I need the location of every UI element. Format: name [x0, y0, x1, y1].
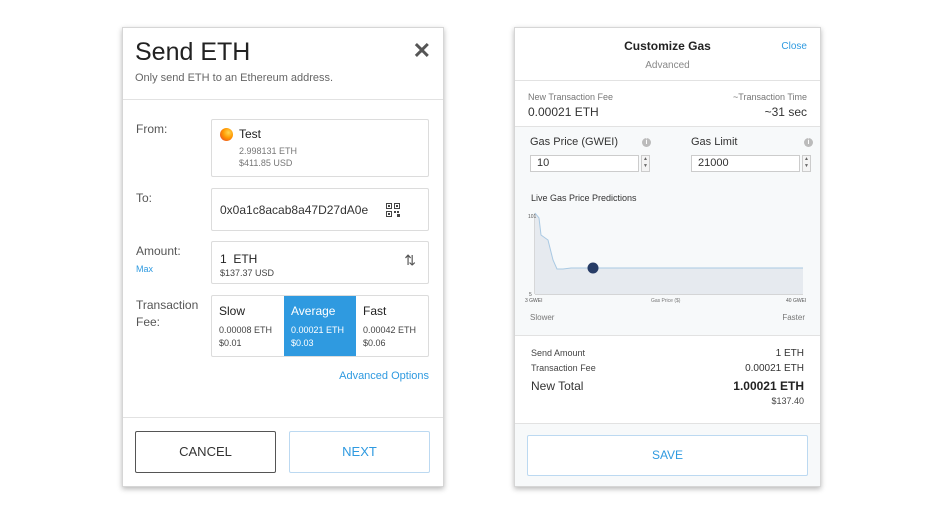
- x-axis-center-label: Gas Price ($): [651, 298, 681, 304]
- header-divider: [123, 99, 443, 100]
- amount-value: 1 ETH: [220, 252, 258, 266]
- cancel-button[interactable]: CANCEL: [135, 431, 276, 473]
- y-axis-top-label: 101: [528, 214, 537, 220]
- send-amount-label: Send Amount: [531, 348, 586, 358]
- account-avatar-icon: [220, 128, 233, 141]
- modal-subtitle: Advanced: [645, 60, 690, 71]
- close-link[interactable]: Close: [781, 41, 807, 52]
- gas-limit-label: Gas Limit: [691, 136, 738, 148]
- from-label: From:: [136, 122, 168, 136]
- header-divider: [515, 80, 820, 81]
- gas-price-input[interactable]: 10: [530, 155, 639, 172]
- amount-label: Amount:: [136, 244, 181, 258]
- gas-price-label: Gas Price (GWEI): [530, 136, 619, 148]
- qr-code-icon[interactable]: [386, 203, 400, 217]
- gas-price-info-icon[interactable]: i: [642, 138, 651, 147]
- fee-option-name: Slow: [219, 304, 246, 318]
- gas-limit-input[interactable]: 21000: [691, 155, 800, 172]
- fee-label-line1: Transaction: [136, 298, 199, 312]
- fee-label-line2: Fee:: [136, 315, 161, 329]
- amount-field[interactable]: 1 ETH $137.37 USD ⇅: [211, 241, 429, 284]
- footer-divider: [123, 417, 443, 418]
- x-axis-left-label: 3 GWEI: [525, 298, 543, 304]
- modal-title: Send ETH: [135, 38, 251, 66]
- fee-option-eth: 0.00021 ETH: [291, 325, 345, 335]
- to-address-value: 0x0a1c8acab8a47D27dA0e: [220, 203, 369, 217]
- fee-option-usd: $0.03: [291, 338, 314, 348]
- fee-option-name: Average: [291, 304, 336, 318]
- gas-price-stepper[interactable]: ▲ ▼: [641, 155, 650, 172]
- send-amount-value: 1 ETH: [775, 348, 804, 359]
- next-button[interactable]: NEXT: [289, 431, 430, 473]
- from-balance-eth: 2.998131 ETH: [239, 146, 298, 156]
- faster-label: Faster: [782, 313, 805, 322]
- new-fee-value: 0.00021 ETH: [528, 105, 599, 119]
- swap-currency-icon[interactable]: ⇅: [404, 252, 416, 268]
- tx-fee-label: Transaction Fee: [531, 363, 596, 373]
- slower-label: Slower: [530, 313, 555, 322]
- tx-time-label: ~Transaction Time: [733, 92, 807, 102]
- gas-limit-stepper[interactable]: ▲ ▼: [802, 155, 811, 172]
- prediction-line: [534, 212, 803, 270]
- from-account-name: Test: [239, 127, 262, 141]
- from-balance-usd: $411.85 USD: [239, 158, 293, 168]
- fee-selector: Slow 0.00008 ETH $0.01 Average 0.00021 ET…: [211, 295, 429, 357]
- fee-option-eth: 0.00008 ETH: [219, 325, 273, 335]
- modal-title: Customize Gas: [624, 39, 711, 53]
- advanced-options-link[interactable]: Advanced Options: [339, 370, 429, 382]
- y-axis-bottom-label: 5: [529, 292, 532, 298]
- send-eth-modal: Send ETH Only send ETH to an Ethereum ad…: [122, 27, 444, 487]
- new-total-label: New Total: [531, 379, 584, 393]
- close-icon[interactable]: ✕: [412, 38, 431, 63]
- new-total-usd: $137.40: [771, 396, 804, 406]
- fee-option-fast[interactable]: Fast 0.00042 ETH $0.06: [356, 296, 428, 356]
- tx-fee-value: 0.00021 ETH: [745, 363, 804, 374]
- fee-option-eth: 0.00042 ETH: [363, 325, 417, 335]
- prediction-area: [535, 213, 803, 294]
- gas-limit-info-icon[interactable]: i: [804, 138, 813, 147]
- fee-option-usd: $0.06: [363, 338, 386, 348]
- amount-usd: $137.37 USD: [220, 268, 275, 278]
- from-account-selector[interactable]: Test 2.998131 ETH $411.85 USD: [211, 119, 429, 177]
- fee-option-slow[interactable]: Slow 0.00008 ETH $0.01: [212, 296, 284, 356]
- fee-option-usd: $0.01: [219, 338, 242, 348]
- tx-time-value: ~31 sec: [764, 105, 807, 119]
- new-fee-label: New Transaction Fee: [528, 92, 614, 102]
- new-total-value: 1.00021 ETH: [733, 379, 804, 393]
- modal-subtitle: Only send ETH to an Ethereum address.: [135, 72, 334, 84]
- to-address-field[interactable]: 0x0a1c8acab8a47D27dA0e: [211, 188, 429, 231]
- fee-option-name: Fast: [363, 304, 387, 318]
- x-axis-right-label: 40 GWEI: [786, 298, 806, 304]
- selected-gas-price-handle: [587, 262, 599, 274]
- gas-price-prediction-chart[interactable]: 101 5 3 GWEI Gas Price ($) 40 GWEI: [515, 208, 820, 308]
- to-label: To:: [136, 191, 153, 205]
- predictions-label: Live Gas Price Predictions: [531, 193, 637, 203]
- save-button[interactable]: SAVE: [527, 435, 808, 476]
- customize-gas-modal: Customize Gas Advanced Close New Transac…: [514, 27, 821, 487]
- max-link[interactable]: Max: [136, 264, 154, 274]
- fee-option-average[interactable]: Average 0.00021 ETH $0.03: [284, 296, 356, 356]
